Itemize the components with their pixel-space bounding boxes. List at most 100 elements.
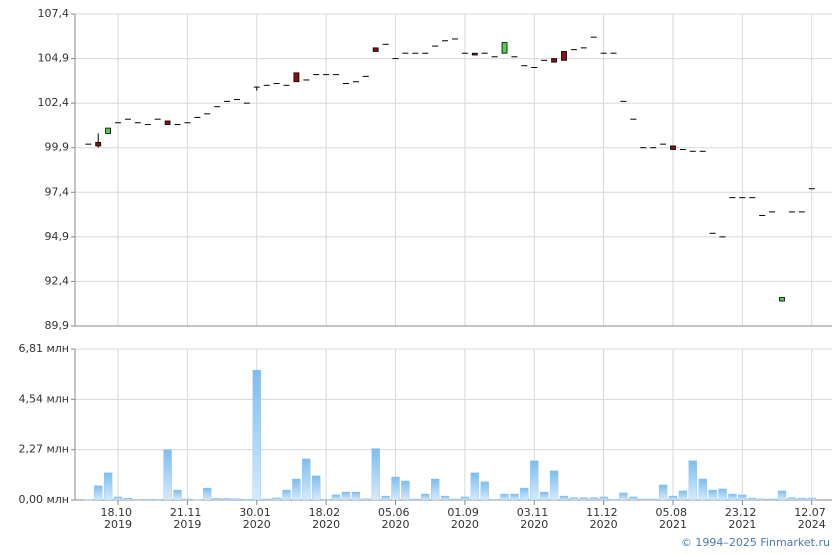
x-tick-label: 23.12 2021 xyxy=(725,506,760,531)
volume-bar xyxy=(361,498,370,501)
candle-body xyxy=(679,148,686,150)
volume-bar xyxy=(411,498,420,501)
candle-body xyxy=(204,113,211,115)
y-tick-label: 104,9 xyxy=(38,52,70,65)
volume-bar xyxy=(341,491,351,501)
volume-bar xyxy=(450,498,460,501)
x-tick-label: 11.12 2020 xyxy=(586,506,621,531)
candle-body xyxy=(491,56,498,58)
volume-bar xyxy=(163,449,172,501)
candle-body xyxy=(709,232,716,234)
volume-bar xyxy=(113,496,123,501)
candle-body xyxy=(769,211,776,213)
volume-bar xyxy=(371,448,380,501)
volume-bar xyxy=(758,498,767,501)
candle-body xyxy=(115,122,122,124)
volume-bar xyxy=(718,488,727,501)
volume-bar xyxy=(232,498,242,501)
volume-bar xyxy=(619,492,628,501)
volume-bar xyxy=(787,497,797,501)
candle-body xyxy=(541,59,548,61)
x-tick-label: 05.08 2021 xyxy=(655,506,690,531)
volume-bar xyxy=(728,493,737,501)
volume-bar xyxy=(282,489,291,501)
candle-body xyxy=(303,79,310,81)
volume-bar xyxy=(708,489,717,501)
volume-bar xyxy=(212,498,222,501)
volume-bar xyxy=(203,487,212,501)
candle-body xyxy=(670,145,676,150)
candle-body xyxy=(253,86,260,88)
volume-bar xyxy=(153,499,162,501)
candle-body xyxy=(402,52,409,54)
volume-bar xyxy=(460,496,470,501)
volume-bar xyxy=(738,494,747,501)
volume-bar xyxy=(480,481,489,501)
volume-bar xyxy=(549,470,559,501)
candle-body xyxy=(412,52,419,54)
candle-body xyxy=(650,147,657,149)
volume-bar xyxy=(767,498,777,501)
candle-body xyxy=(580,47,587,49)
y-tick-label: 102,4 xyxy=(38,96,70,109)
candle-body xyxy=(551,58,557,63)
candle-body xyxy=(134,122,141,124)
candle-body xyxy=(570,49,577,51)
volume-bar xyxy=(183,498,192,501)
candle-body xyxy=(174,124,181,126)
candle-body xyxy=(164,120,171,125)
y-tick-label: 4,54 млн xyxy=(18,392,69,405)
candle-body xyxy=(243,102,250,104)
candle-body xyxy=(798,211,805,213)
candle-body xyxy=(382,43,389,45)
volume-bar xyxy=(629,496,638,501)
candle-body xyxy=(313,74,320,76)
candle-body xyxy=(214,106,221,108)
volume-bar xyxy=(272,497,281,501)
volume-bar xyxy=(698,478,707,501)
candle-body xyxy=(442,40,449,42)
volume-bar xyxy=(579,497,588,501)
candle-body xyxy=(779,297,785,302)
candle-body xyxy=(640,147,647,149)
candle-body xyxy=(788,211,795,213)
volume-bar xyxy=(530,460,539,501)
x-tick-label: 03.11 2020 xyxy=(517,506,552,531)
candle-body xyxy=(283,84,290,86)
candle-body xyxy=(501,42,508,54)
candle-body xyxy=(719,236,726,238)
volume-bar xyxy=(84,499,93,501)
candle-body xyxy=(749,197,756,199)
candle-body xyxy=(184,122,191,124)
y-tick-label: 2,27 млн xyxy=(18,443,69,456)
candle-body xyxy=(323,74,330,76)
volume-bar xyxy=(797,497,806,501)
volume-bar xyxy=(609,499,618,501)
volume-bar xyxy=(401,480,410,501)
volume-bar xyxy=(252,369,261,501)
y-tick-label: 92,4 xyxy=(45,274,70,287)
volume-bar xyxy=(807,497,816,501)
candle-body xyxy=(144,124,151,126)
candle-body xyxy=(124,118,131,120)
candle-body xyxy=(233,99,240,101)
volume-bar xyxy=(639,498,648,501)
candle-body xyxy=(729,197,736,199)
volume-bar xyxy=(331,494,341,501)
volume-bar xyxy=(440,495,450,501)
candle-body xyxy=(362,75,369,77)
volume-bar xyxy=(351,491,361,501)
volume-bar xyxy=(658,484,668,501)
volume-bar xyxy=(103,472,113,501)
x-tick-label: 18.02 2020 xyxy=(309,506,344,531)
candle-body xyxy=(105,127,112,134)
volume-bar xyxy=(391,476,400,501)
x-tick-label: 30.01 2020 xyxy=(239,506,274,531)
volume-bar xyxy=(649,498,658,501)
candle-body xyxy=(739,197,746,199)
candle-body xyxy=(263,84,270,86)
y-tick-label: 97,4 xyxy=(45,185,70,198)
candle-body xyxy=(85,143,92,145)
